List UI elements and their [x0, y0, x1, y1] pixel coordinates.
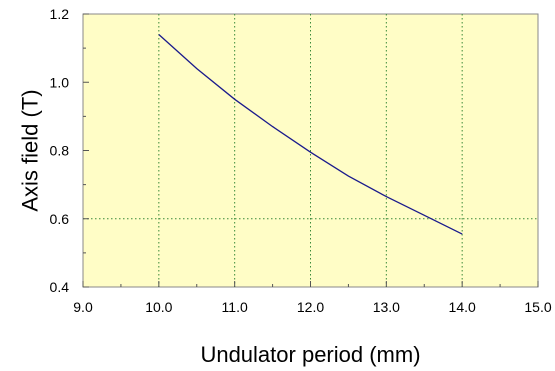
axis-ticks [82, 13, 539, 288]
x-tick-label: 12.0 [297, 299, 324, 315]
x-tick-label: 14.0 [449, 299, 476, 315]
x-axis-title: Undulator period (mm) [200, 342, 420, 367]
grid-lines [83, 14, 538, 287]
y-tick-label: 0.6 [50, 211, 70, 227]
series-line [158, 34, 463, 235]
x-tick-label: 11.0 [222, 299, 248, 315]
x-tick-label: 13.0 [373, 299, 400, 315]
x-tick-label: 9.0 [73, 299, 93, 315]
x-tick-labels: 9.0 10.0 11.0 12.0 13.0 14.0 15.0 [73, 299, 552, 315]
y-axis-title: Axis field (T) [18, 89, 43, 211]
x-tick-label: 10.0 [145, 299, 172, 315]
y-tick-label: 1.2 [50, 6, 70, 22]
y-tick-label: 0.8 [50, 143, 70, 159]
y-tick-labels: 0.4 0.6 0.8 1.0 1.2 [50, 6, 70, 295]
x-tick-label: 15.0 [524, 299, 551, 315]
y-tick-label: 0.4 [50, 279, 70, 295]
y-tick-label: 1.0 [50, 74, 70, 90]
series-layer [158, 34, 463, 235]
